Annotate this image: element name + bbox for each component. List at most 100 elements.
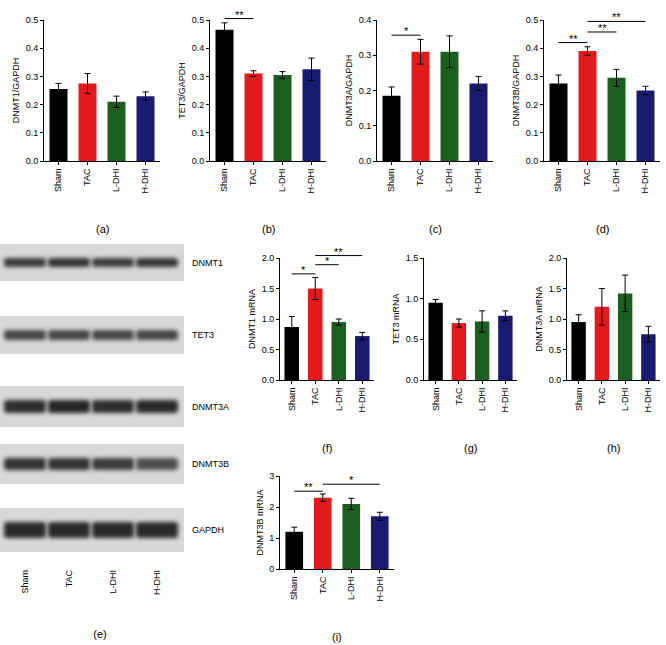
svg-text:GAPDH: GAPDH [192,525,224,535]
svg-text:DNMT3B/GAPDH: DNMT3B/GAPDH [511,55,521,127]
svg-text:TET3 mRNA: TET3 mRNA [391,293,401,344]
svg-text:DNMT1/GAPDH: DNMT1/GAPDH [11,58,21,124]
svg-text:**: ** [569,33,578,45]
svg-text:Sham: Sham [20,570,30,594]
svg-text:(a): (a) [96,223,109,235]
svg-text:0.0: 0.0 [192,156,205,166]
svg-text:TAC: TAC [582,168,592,186]
svg-text:0.0: 0.0 [262,375,275,385]
svg-text:H-DHI: H-DHI [643,388,653,413]
svg-text:0.1: 0.1 [192,128,205,138]
svg-text:Sham: Sham [553,169,563,193]
svg-text:1.5: 1.5 [262,284,275,294]
svg-text:(f): (f) [322,442,332,454]
svg-text:0.3: 0.3 [192,72,205,82]
svg-text:TAC: TAC [597,387,607,405]
svg-text:2.0: 2.0 [262,253,275,263]
svg-text:TET3/GAPDH: TET3/GAPDH [177,62,187,119]
svg-text:0.5: 0.5 [26,15,39,25]
svg-text:*: * [349,474,354,486]
svg-text:L-DHI: L-DHI [334,388,344,412]
svg-text:H-DHI: H-DHI [473,169,483,194]
svg-text:3: 3 [269,471,274,481]
svg-text:*: * [404,25,409,37]
svg-text:L-DHI: L-DHI [620,388,630,412]
svg-text:1.5: 1.5 [406,253,419,263]
svg-text:L-DHI: L-DHI [444,169,454,193]
svg-text:DNMT3A mRNA: DNMT3A mRNA [534,286,544,352]
svg-text:0.4: 0.4 [26,43,39,53]
svg-text:L-DHI: L-DHI [277,169,287,193]
svg-text:TAC: TAC [82,168,92,186]
svg-text:**: ** [598,22,607,34]
svg-text:DNMT3B mRNA: DNMT3B mRNA [255,489,265,555]
svg-text:0.1: 0.1 [359,121,372,131]
svg-text:*: * [325,255,330,267]
svg-text:1.0: 1.0 [406,294,419,304]
svg-text:**: ** [304,481,313,493]
svg-text:H-DHI: H-DHI [357,388,367,413]
svg-text:0.1: 0.1 [26,128,39,138]
svg-text:1.0: 1.0 [262,314,275,324]
svg-text:0.0: 0.0 [359,156,372,166]
svg-text:0.1: 0.1 [526,128,539,138]
svg-text:0.5: 0.5 [549,345,562,355]
svg-text:2.0: 2.0 [549,253,562,263]
svg-text:(h): (h) [607,442,620,454]
svg-text:**: ** [235,9,244,21]
svg-text:H-DHI: H-DHI [500,388,510,413]
svg-text:(e): (e) [93,628,106,640]
svg-text:TAC: TAC [454,387,464,405]
svg-text:Sham: Sham [53,169,63,193]
svg-text:(c): (c) [429,223,442,235]
svg-text:H-DHI: H-DHI [640,169,650,194]
svg-text:2: 2 [269,502,274,512]
svg-text:L-DHI: L-DHI [611,169,621,193]
svg-text:0.3: 0.3 [26,72,39,82]
svg-text:TAC: TAC [248,168,258,186]
svg-text:0.2: 0.2 [526,100,539,110]
svg-text:1.0: 1.0 [549,314,562,324]
svg-text:0.4: 0.4 [192,43,205,53]
svg-text:(d): (d) [596,223,609,235]
svg-text:0.5: 0.5 [262,345,275,355]
svg-text:0.5: 0.5 [406,334,419,344]
svg-text:TET3: TET3 [192,330,214,340]
svg-text:L-DHI: L-DHI [108,570,118,594]
svg-text:0.3: 0.3 [526,72,539,82]
svg-text:TAC: TAC [310,387,320,405]
svg-text:**: ** [612,11,621,23]
svg-text:1: 1 [269,533,274,543]
svg-text:(b): (b) [262,223,275,235]
svg-text:0.4: 0.4 [526,43,539,53]
svg-text:Sham: Sham [287,388,297,412]
svg-text:L-DHI: L-DHI [111,169,121,193]
svg-text:DNMT3A/GAPDH: DNMT3A/GAPDH [344,55,354,127]
svg-text:(i): (i) [332,631,342,643]
svg-text:**: ** [334,246,343,258]
svg-text:0.4: 0.4 [359,15,372,25]
svg-text:0.5: 0.5 [526,15,539,25]
svg-text:DNMT1: DNMT1 [192,258,223,268]
svg-text:0.2: 0.2 [192,100,205,110]
svg-text:0.2: 0.2 [359,86,372,96]
svg-text:DNMT3A: DNMT3A [192,402,229,412]
svg-text:Sham: Sham [219,169,229,193]
svg-text:0.0: 0.0 [406,375,419,385]
svg-text:TAC: TAC [318,576,328,594]
svg-text:*: * [301,264,306,276]
svg-text:0.0: 0.0 [526,156,539,166]
svg-text:DNMT1 mRNA: DNMT1 mRNA [247,289,257,349]
svg-text:H-DHI: H-DHI [375,577,385,602]
svg-text:L-DHI: L-DHI [477,388,487,412]
svg-text:(g): (g) [464,442,477,454]
svg-text:1.5: 1.5 [549,284,562,294]
svg-text:H-DHI: H-DHI [140,169,150,194]
svg-text:TAC: TAC [415,168,425,186]
svg-text:DNMT3B: DNMT3B [192,459,229,469]
svg-text:0.0: 0.0 [549,375,562,385]
svg-text:Sham: Sham [431,388,441,412]
svg-text:L-DHI: L-DHI [346,577,356,601]
svg-text:0.3: 0.3 [359,50,372,60]
svg-text:Sham: Sham [574,388,584,412]
